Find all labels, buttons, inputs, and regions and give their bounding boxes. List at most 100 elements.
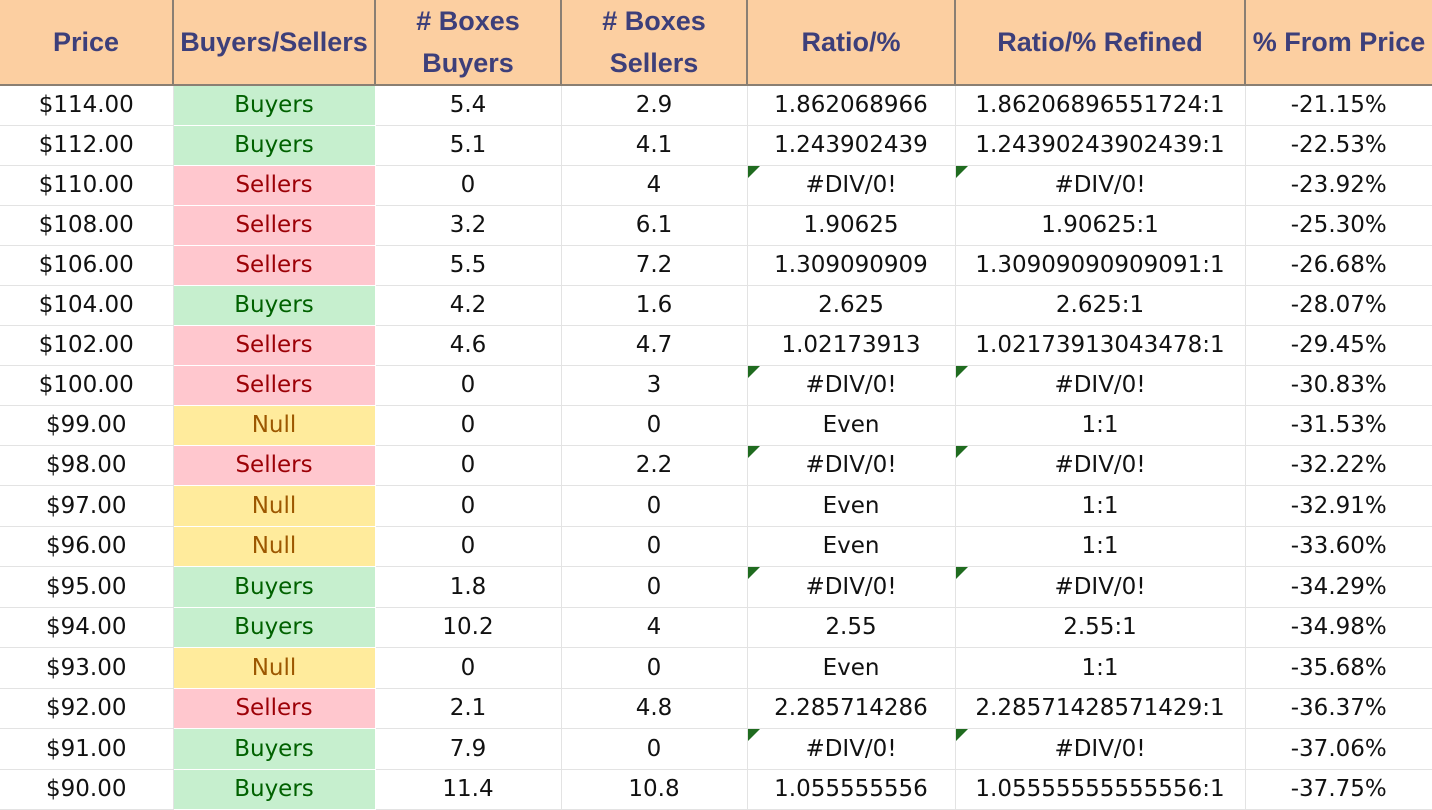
side-cell[interactable]: Buyers	[173, 728, 376, 770]
boxes-sellers-cell[interactable]: 4.7	[561, 325, 748, 366]
ratio-cell[interactable]: 2.625	[747, 285, 956, 326]
boxes-buyers-cell[interactable]: 2.1	[375, 688, 562, 729]
from-price-cell[interactable]: -34.98%	[1245, 607, 1432, 648]
boxes-buyers-cell[interactable]: 4.2	[375, 285, 562, 326]
ratio-cell[interactable]: Even	[747, 526, 956, 567]
ratio-refined-cell[interactable]: #DIV/0!	[955, 445, 1246, 486]
side-cell[interactable]: Null	[173, 526, 376, 567]
price-cell[interactable]: $90.00	[0, 769, 174, 810]
boxes-buyers-cell[interactable]: 5.1	[375, 125, 562, 166]
price-cell[interactable]: $94.00	[0, 607, 174, 648]
price-cell[interactable]: $106.00	[0, 245, 174, 286]
price-cell[interactable]: $110.00	[0, 165, 174, 206]
price-cell[interactable]: $92.00	[0, 688, 174, 729]
side-cell[interactable]: Buyers	[173, 769, 376, 810]
boxes-buyers-cell[interactable]: 0	[375, 485, 562, 527]
from-price-cell[interactable]: -31.53%	[1245, 405, 1432, 446]
ratio-refined-cell[interactable]: 1.05555555555556:1	[955, 769, 1246, 810]
boxes-sellers-cell[interactable]: 3	[561, 365, 748, 406]
ratio-cell[interactable]: 1.055555556	[747, 769, 956, 810]
price-cell[interactable]: $95.00	[0, 566, 174, 608]
side-cell[interactable]: Sellers	[173, 205, 376, 246]
boxes-buyers-cell[interactable]: 0	[375, 526, 562, 567]
ratio-refined-cell[interactable]: #DIV/0!	[955, 165, 1246, 206]
ratio-refined-cell[interactable]: #DIV/0!	[955, 728, 1246, 770]
ratio-refined-cell[interactable]: 2.55:1	[955, 607, 1246, 648]
ratio-cell[interactable]: 1.862068966	[747, 85, 956, 126]
boxes-buyers-cell[interactable]: 7.9	[375, 728, 562, 770]
from-price-cell[interactable]: -37.06%	[1245, 728, 1432, 770]
boxes-buyers-cell[interactable]: 4.6	[375, 325, 562, 366]
boxes-sellers-cell[interactable]: 6.1	[561, 205, 748, 246]
ratio-refined-cell[interactable]: 1:1	[955, 485, 1246, 527]
side-cell[interactable]: Null	[173, 485, 376, 527]
boxes-sellers-cell[interactable]: 4.8	[561, 688, 748, 729]
boxes-sellers-cell[interactable]: 0	[561, 566, 748, 608]
from-price-cell[interactable]: -34.29%	[1245, 566, 1432, 608]
ratio-cell[interactable]: #DIV/0!	[747, 165, 956, 206]
side-cell[interactable]: Null	[173, 405, 376, 446]
side-cell[interactable]: Sellers	[173, 245, 376, 286]
boxes-sellers-cell[interactable]: 4	[561, 165, 748, 206]
boxes-sellers-cell[interactable]: 0	[561, 485, 748, 527]
boxes-sellers-cell[interactable]: 4	[561, 607, 748, 648]
ratio-refined-cell[interactable]: #DIV/0!	[955, 566, 1246, 608]
boxes-buyers-cell[interactable]: 0	[375, 445, 562, 486]
ratio-cell[interactable]: #DIV/0!	[747, 566, 956, 608]
price-cell[interactable]: $98.00	[0, 445, 174, 486]
from-price-cell[interactable]: -28.07%	[1245, 285, 1432, 326]
from-price-cell[interactable]: -29.45%	[1245, 325, 1432, 366]
boxes-buyers-cell[interactable]: 11.4	[375, 769, 562, 810]
from-price-cell[interactable]: -32.22%	[1245, 445, 1432, 486]
ratio-refined-cell[interactable]: 1.90625:1	[955, 205, 1246, 246]
boxes-buyers-cell[interactable]: 1.8	[375, 566, 562, 608]
ratio-refined-cell[interactable]: 1.02173913043478:1	[955, 325, 1246, 366]
price-cell[interactable]: $93.00	[0, 647, 174, 689]
from-price-cell[interactable]: -25.30%	[1245, 205, 1432, 246]
side-cell[interactable]: Sellers	[173, 445, 376, 486]
ratio-refined-cell[interactable]: #DIV/0!	[955, 365, 1246, 406]
boxes-sellers-cell[interactable]: 1.6	[561, 285, 748, 326]
boxes-sellers-cell[interactable]: 7.2	[561, 245, 748, 286]
price-cell[interactable]: $114.00	[0, 85, 174, 126]
boxes-buyers-cell[interactable]: 10.2	[375, 607, 562, 648]
header-buyers-sellers[interactable]: Buyers/Sellers	[172, 0, 376, 86]
from-price-cell[interactable]: -37.75%	[1245, 769, 1432, 810]
boxes-sellers-cell[interactable]: 0	[561, 405, 748, 446]
from-price-cell[interactable]: -33.60%	[1245, 526, 1432, 567]
from-price-cell[interactable]: -30.83%	[1245, 365, 1432, 406]
boxes-sellers-cell[interactable]: 10.8	[561, 769, 748, 810]
price-cell[interactable]: $96.00	[0, 526, 174, 567]
ratio-cell[interactable]: 1.243902439	[747, 125, 956, 166]
boxes-sellers-cell[interactable]: 4.1	[561, 125, 748, 166]
price-cell[interactable]: $97.00	[0, 485, 174, 527]
from-price-cell[interactable]: -21.15%	[1245, 85, 1432, 126]
from-price-cell[interactable]: -23.92%	[1245, 165, 1432, 206]
side-cell[interactable]: Buyers	[173, 566, 376, 608]
ratio-refined-cell[interactable]: 1:1	[955, 647, 1246, 689]
ratio-cell[interactable]: #DIV/0!	[747, 365, 956, 406]
header-price[interactable]: Price	[0, 0, 174, 86]
header-boxes-sellers[interactable]: # Boxes Sellers	[560, 0, 748, 86]
boxes-sellers-cell[interactable]: 0	[561, 647, 748, 689]
ratio-refined-cell[interactable]: 1:1	[955, 526, 1246, 567]
price-cell[interactable]: $104.00	[0, 285, 174, 326]
ratio-refined-cell[interactable]: 1:1	[955, 405, 1246, 446]
from-price-cell[interactable]: -32.91%	[1245, 485, 1432, 527]
price-cell[interactable]: $102.00	[0, 325, 174, 366]
ratio-cell[interactable]: 1.309090909	[747, 245, 956, 286]
from-price-cell[interactable]: -26.68%	[1245, 245, 1432, 286]
boxes-buyers-cell[interactable]: 0	[375, 405, 562, 446]
side-cell[interactable]: Null	[173, 647, 376, 689]
boxes-buyers-cell[interactable]: 0	[375, 365, 562, 406]
ratio-refined-cell[interactable]: 1.24390243902439:1	[955, 125, 1246, 166]
ratio-cell[interactable]: 1.90625	[747, 205, 956, 246]
side-cell[interactable]: Buyers	[173, 85, 376, 126]
boxes-buyers-cell[interactable]: 5.4	[375, 85, 562, 126]
header-ratio-refined[interactable]: Ratio/% Refined	[954, 0, 1246, 86]
ratio-cell[interactable]: 2.55	[747, 607, 956, 648]
price-cell[interactable]: $112.00	[0, 125, 174, 166]
boxes-sellers-cell[interactable]: 2.9	[561, 85, 748, 126]
side-cell[interactable]: Buyers	[173, 125, 376, 166]
ratio-refined-cell[interactable]: 1.86206896551724:1	[955, 85, 1246, 126]
